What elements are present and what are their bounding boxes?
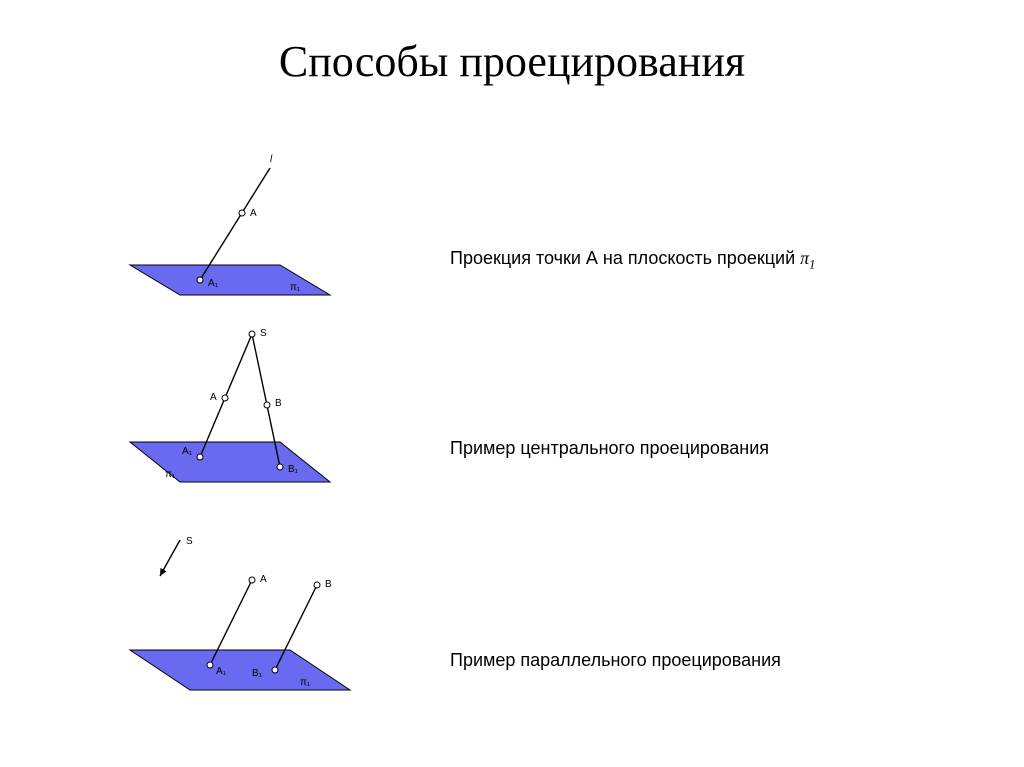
slide: Способы проецирования π₁ l A₁ A Проекция то… [0, 0, 1024, 767]
svg-text:l: l [270, 154, 273, 165]
svg-text:B: B [325, 579, 332, 590]
diagram-single-projection: π₁ l A₁ A [120, 150, 350, 310]
svg-text:A₁: A₁ [208, 278, 219, 289]
svg-text:B₁: B₁ [288, 464, 299, 475]
pi-symbol: π1 [800, 248, 815, 268]
svg-text:π₁: π₁ [165, 469, 176, 480]
caption-parallel-projection: Пример параллельного проецирования [450, 650, 781, 671]
svg-text:A₁: A₁ [182, 446, 193, 457]
diagram-parallel-projection: π₁ S A₁ A B₁ B [110, 530, 370, 700]
caption-central-projection: Пример центрального проецирования [450, 438, 769, 459]
svg-text:S: S [186, 536, 193, 547]
svg-text:B₁: B₁ [252, 668, 263, 679]
svg-text:A₁: A₁ [216, 666, 227, 677]
diagram-central-projection: π₁ S A₁ A B₁ B [120, 322, 350, 492]
svg-text:A: A [260, 574, 267, 585]
svg-text:B: B [275, 398, 282, 409]
caption-single-projection: Проекция точки А на плоскость проекций π… [450, 248, 815, 273]
svg-text:S: S [260, 328, 267, 339]
svg-text:A: A [210, 392, 217, 403]
svg-text:π₁: π₁ [290, 282, 301, 293]
slide-title: Способы проецирования [0, 36, 1024, 87]
svg-text:π₁: π₁ [300, 677, 311, 688]
caption-text: Проекция точки А на плоскость проекций [450, 248, 800, 268]
svg-text:A: A [250, 208, 257, 219]
